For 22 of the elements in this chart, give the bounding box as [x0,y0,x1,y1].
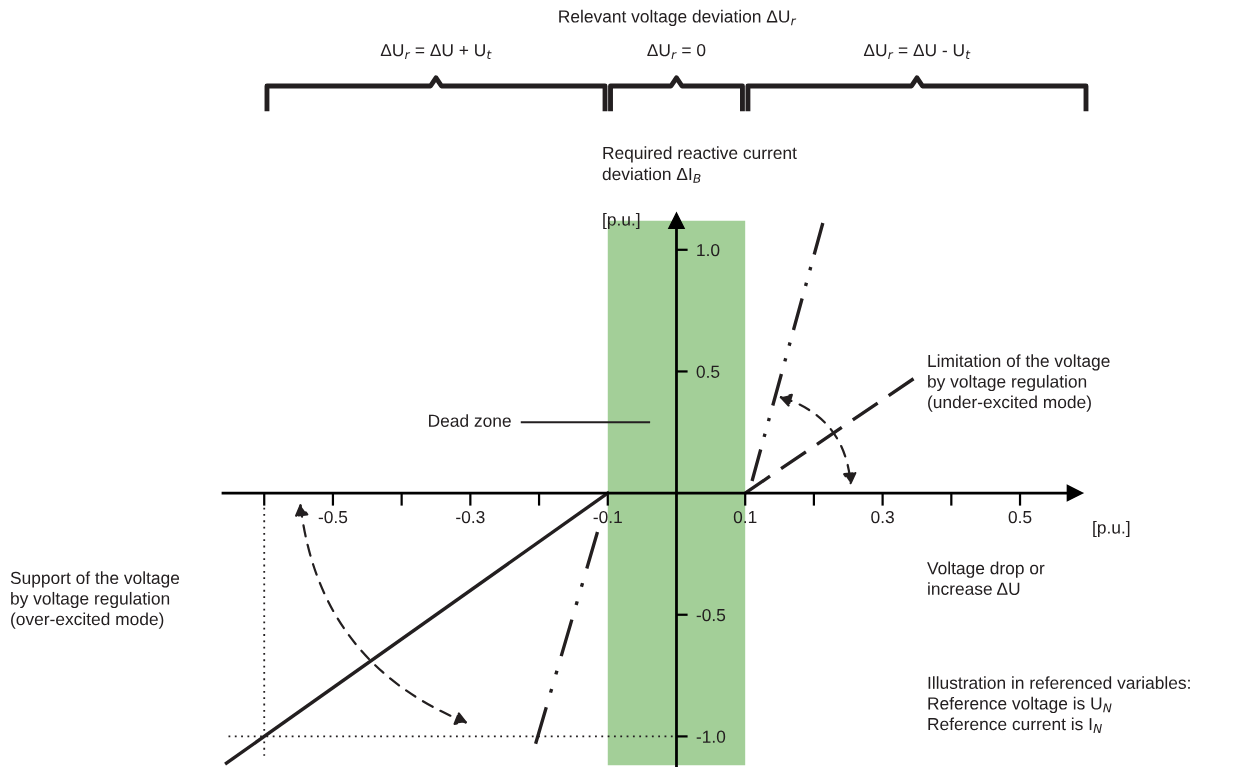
y-tick-label: 1.0 [697,243,720,257]
y-axis-title: Required reactive current deviation ΔI$_{B}$ [602,146,797,183]
y-tick-label: 0.5 [696,365,720,378]
annotation: [p.u.] [603,212,640,230]
x-tick-label: 0.5 [1008,510,1032,524]
text: ΔU$_{r}$ = ΔU - U$_{t}$ [863,44,971,59]
text: [p.u.] [1093,520,1130,538]
text: ΔU$_{r}$ = ΔU + U$_{t}$ [380,44,492,59]
x-tick-label: -0.1 [593,510,622,524]
text: Support of the voltage by voltage regulation (over-excited mode) [10,571,180,629]
annotation: Illustration in referenced variables: Reference voltage is U$_{N}$ Reference current is I$_{N}$ [928,676,1190,733]
x-tick-label: 0.3 [871,510,894,524]
chart-title: Relevant voltage deviation ΔU$_{r}$ [559,9,797,27]
x-tick-label: 0.1 [733,510,757,524]
x-axis-title: Voltage drop or increase ΔU [927,561,1045,595]
band-label: Dead zone [429,414,511,427]
y-tick-label: -1.0 [696,730,726,743]
series-label: Limitation of the voltage by voltage regulation (under-excited mode) [928,354,1110,412]
y-tick-label: -0.5 [696,608,726,622]
text: ΔU$_{r}$ = 0 [647,43,706,59]
x-tick-label: -0.5 [318,510,348,524]
x-tick-label: -0.3 [456,510,485,524]
